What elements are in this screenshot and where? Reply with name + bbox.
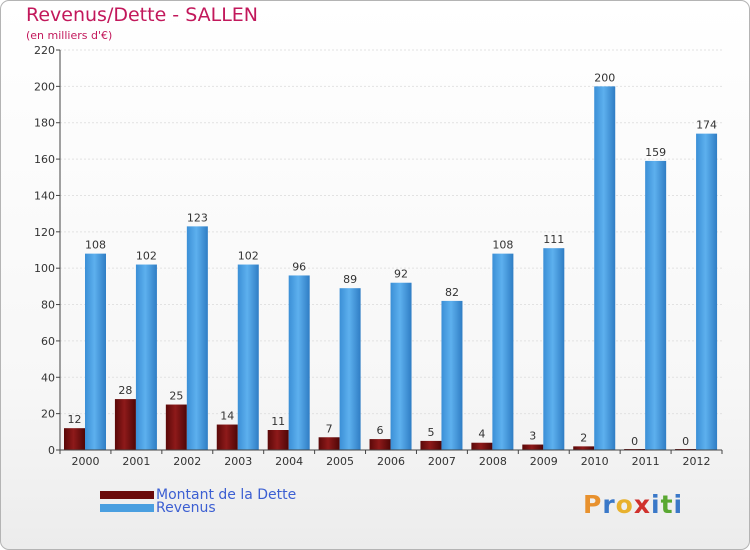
bar-revenus	[85, 253, 106, 450]
data-label-dette: 0	[631, 435, 638, 448]
x-tick-label: 2006	[377, 455, 405, 468]
data-label-revenus: 159	[645, 146, 666, 159]
logo-letter: i	[673, 490, 684, 519]
bar-dette	[114, 399, 136, 450]
x-tick-label: 2009	[530, 455, 558, 468]
data-label-revenus: 102	[238, 250, 259, 263]
bar-dette	[64, 428, 85, 450]
data-label-dette: 0	[682, 435, 689, 448]
bar-revenus	[492, 253, 514, 450]
y-tick-label: 20	[41, 408, 55, 421]
data-label-dette: 25	[169, 390, 183, 403]
bar-dette	[318, 437, 340, 450]
bar-revenus	[543, 248, 565, 450]
x-tick-label: 2007	[428, 455, 456, 468]
data-label-dette: 12	[68, 413, 82, 426]
x-tick-label: 2000	[71, 455, 99, 468]
data-label-dette: 14	[220, 410, 234, 423]
y-tick-label: 0	[48, 444, 55, 457]
y-tick-label: 200	[34, 80, 55, 93]
y-tick-label: 80	[41, 299, 55, 312]
bar-revenus	[135, 264, 157, 450]
x-tick-label: 2001	[122, 455, 150, 468]
bar-revenus	[696, 133, 718, 451]
bar-revenus	[594, 86, 616, 450]
bar-revenus	[645, 160, 667, 450]
y-tick-label: 60	[41, 335, 55, 348]
x-tick-label: 2012	[683, 455, 711, 468]
data-label-revenus: 174	[696, 119, 717, 132]
logo-letter: t	[660, 490, 674, 519]
y-tick-label: 40	[41, 371, 55, 384]
data-label-revenus: 89	[343, 273, 357, 286]
legend-item-dette: Montant de la Dette	[100, 488, 296, 502]
y-tick-label: 120	[34, 226, 55, 239]
data-label-revenus: 102	[136, 250, 157, 263]
x-tick-label: 2004	[275, 455, 303, 468]
bar-revenus	[390, 282, 412, 450]
logo-letter: i	[651, 490, 661, 519]
data-label-revenus: 108	[85, 239, 106, 252]
y-tick-label: 140	[34, 189, 55, 202]
data-label-dette: 28	[118, 384, 132, 397]
bar-dette	[522, 444, 544, 450]
y-tick-label: 180	[34, 117, 55, 130]
x-tick-label: 2008	[479, 455, 507, 468]
bar-dette	[573, 446, 595, 450]
data-label-revenus: 96	[292, 260, 306, 273]
bar-revenus	[441, 300, 463, 450]
data-label-dette: 7	[326, 422, 333, 435]
bar-dette	[165, 404, 187, 450]
chart-subtitle: (en milliers d'€)	[26, 29, 113, 42]
chart-title: Revenus/Dette - SALLEN	[26, 4, 258, 26]
data-label-dette: 5	[427, 426, 434, 439]
data-label-dette: 3	[529, 430, 536, 443]
data-label-dette: 6	[377, 424, 384, 437]
x-tick-label: 2005	[326, 455, 354, 468]
data-label-dette: 11	[271, 415, 285, 428]
proxiti-logo: Proxiti	[583, 490, 683, 519]
x-tick-label: 2003	[224, 455, 252, 468]
legend-swatch-dette	[100, 491, 154, 499]
y-tick-label: 220	[34, 44, 55, 57]
logo-letter: x	[633, 490, 651, 519]
data-label-revenus: 92	[394, 268, 408, 281]
logo-letter: o	[615, 490, 634, 519]
x-tick-label: 2011	[632, 455, 660, 468]
legend-label-revenus: Revenus	[156, 500, 216, 516]
bar-revenus	[339, 288, 361, 450]
bar-dette	[267, 430, 289, 450]
data-label-revenus: 200	[594, 71, 615, 84]
x-tick-label: 2010	[581, 455, 609, 468]
y-tick-label: 100	[34, 262, 55, 275]
bar-revenus	[288, 275, 310, 450]
bar-dette	[216, 424, 238, 450]
logo-letter: P	[583, 490, 603, 519]
legend-swatch-revenus	[100, 504, 154, 512]
bar-dette	[471, 442, 493, 450]
bar-dette	[369, 439, 391, 450]
data-label-dette: 2	[580, 431, 587, 444]
data-label-revenus: 82	[445, 286, 459, 299]
data-label-revenus: 111	[543, 233, 564, 246]
y-tick-label: 160	[34, 153, 55, 166]
bar-revenus	[186, 226, 208, 450]
bar-revenus	[237, 264, 259, 450]
logo-letter: r	[602, 490, 616, 519]
legend-item-revenus: Revenus	[100, 501, 216, 515]
data-label-revenus: 108	[492, 239, 513, 252]
bar-dette	[420, 440, 442, 450]
data-label-revenus: 123	[187, 211, 208, 224]
x-tick-label: 2002	[173, 455, 201, 468]
legend-label-dette: Montant de la Dette	[156, 487, 297, 503]
data-label-dette: 4	[478, 428, 485, 441]
